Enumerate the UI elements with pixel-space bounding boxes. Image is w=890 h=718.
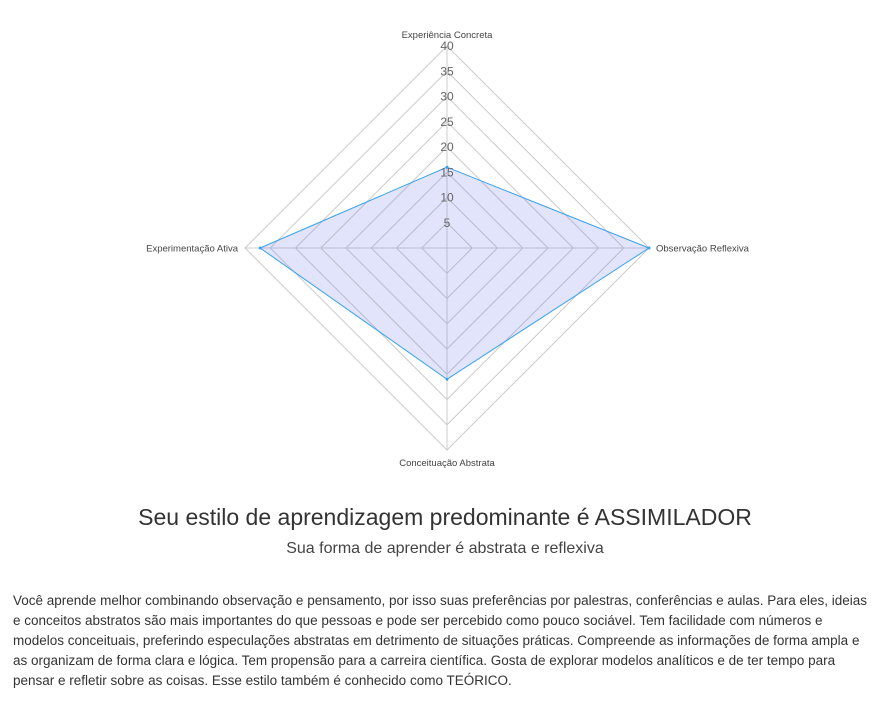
series-point-4 xyxy=(258,246,262,250)
tick-label-35: 35 xyxy=(440,64,454,78)
tick-label-30: 30 xyxy=(440,90,454,104)
tick-label-5: 5 xyxy=(444,216,451,230)
radar-grid xyxy=(244,45,650,451)
tick-label-10: 10 xyxy=(440,191,454,205)
series-area-1 xyxy=(259,166,651,380)
axis-label-left: Experimentação Ativa xyxy=(146,244,239,255)
series-point-1 xyxy=(445,165,449,169)
series-point-3 xyxy=(445,377,449,381)
tick-label-15: 15 xyxy=(440,165,454,179)
radar-chart: 5 10 15 20 25 30 35 40 Experiência Concreta Obse… xyxy=(146,30,750,469)
radar-axis-labels: Experiência Concreta Observação Reflexiva… xyxy=(146,30,750,469)
tick-label-25: 25 xyxy=(440,115,454,129)
result-subtitle: Sua forma de aprender é abstrata e refle… xyxy=(286,540,604,557)
axis-label-bottom: Conceituação Abstrata xyxy=(399,458,495,469)
axis-label-top: Experiência Concreta xyxy=(402,30,494,41)
tick-label-40: 40 xyxy=(440,39,454,53)
result-description: Você aprende melhor combinando observaçã… xyxy=(13,593,868,688)
radar-tick-labels: 5 10 15 20 25 30 35 40 xyxy=(440,39,454,230)
axis-label-right: Observação Reflexiva xyxy=(656,244,750,255)
series-point-2 xyxy=(647,246,651,250)
result-title: Seu estilo de aprendizagem predominante … xyxy=(138,504,752,530)
radar-series xyxy=(258,165,651,381)
tick-label-20: 20 xyxy=(440,140,454,154)
